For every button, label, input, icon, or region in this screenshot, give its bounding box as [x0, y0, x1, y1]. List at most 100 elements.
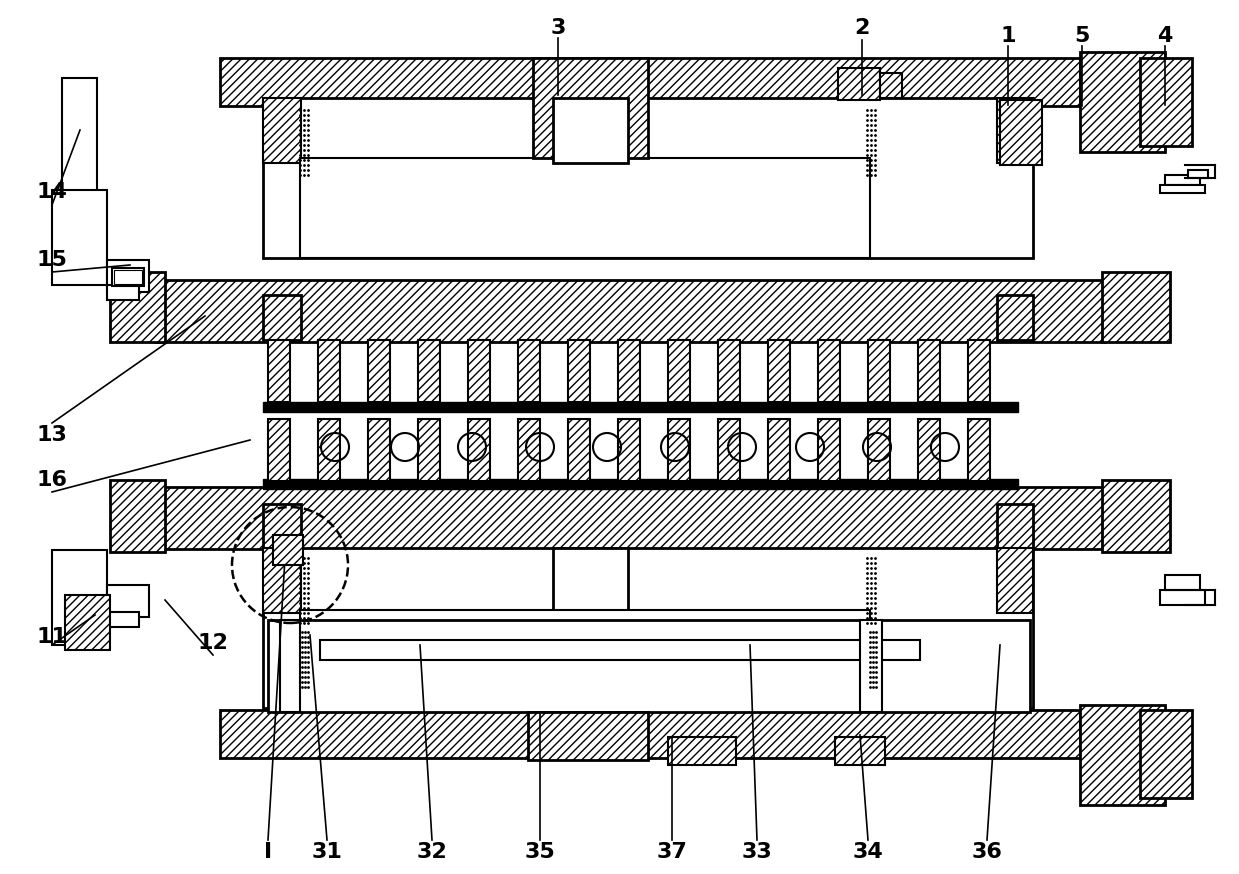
- Bar: [835, 737, 885, 765]
- Bar: [567, 419, 590, 481]
- Bar: [110, 480, 165, 552]
- Bar: [518, 340, 540, 402]
- Bar: [155, 280, 1105, 342]
- Text: 4: 4: [1157, 26, 1172, 46]
- Bar: [107, 285, 139, 300]
- Text: 37: 37: [657, 842, 688, 862]
- Bar: [263, 98, 1033, 258]
- Bar: [717, 340, 740, 402]
- Bar: [300, 158, 870, 258]
- Bar: [368, 340, 390, 402]
- Bar: [1080, 705, 1165, 805]
- Bar: [468, 340, 489, 402]
- Bar: [221, 710, 1080, 758]
- Bar: [997, 548, 1033, 613]
- Text: 11: 11: [36, 627, 67, 647]
- Bar: [918, 419, 940, 481]
- Bar: [263, 548, 1033, 708]
- Bar: [1140, 710, 1192, 798]
- Bar: [968, 340, 990, 402]
- Bar: [263, 548, 301, 613]
- Bar: [1165, 175, 1201, 185]
- Bar: [997, 295, 1033, 340]
- Bar: [263, 295, 301, 340]
- Bar: [717, 419, 740, 481]
- Bar: [107, 612, 139, 627]
- Text: 35: 35: [524, 842, 555, 862]
- Bar: [155, 487, 1105, 549]
- Bar: [668, 737, 736, 765]
- Bar: [52, 550, 107, 645]
- Text: 14: 14: [37, 182, 67, 202]
- Bar: [263, 98, 301, 163]
- Bar: [997, 504, 1033, 549]
- Bar: [62, 78, 97, 278]
- Bar: [1165, 575, 1201, 595]
- Bar: [268, 620, 1030, 712]
- Bar: [107, 260, 149, 292]
- Bar: [1101, 480, 1170, 552]
- Bar: [880, 73, 902, 98]
- Text: 36: 36: [971, 842, 1002, 862]
- Bar: [1101, 272, 1170, 342]
- Bar: [468, 419, 489, 481]
- Text: 3: 3: [550, 18, 566, 38]
- Bar: [107, 585, 149, 617]
- Bar: [1160, 590, 1206, 605]
- Bar: [918, 340, 940, 402]
- Bar: [1140, 58, 1192, 146]
- Bar: [1188, 170, 1208, 178]
- Text: 1: 1: [1000, 26, 1016, 46]
- Bar: [273, 535, 304, 565]
- Bar: [968, 419, 990, 481]
- Text: 16: 16: [36, 470, 67, 490]
- Bar: [263, 504, 301, 549]
- Bar: [618, 340, 641, 402]
- Bar: [114, 270, 142, 284]
- Bar: [768, 340, 790, 402]
- Bar: [533, 658, 648, 708]
- Bar: [418, 419, 440, 481]
- Bar: [318, 340, 339, 402]
- Text: 12: 12: [197, 633, 228, 653]
- Bar: [818, 419, 840, 481]
- Bar: [300, 610, 870, 708]
- Bar: [860, 620, 882, 712]
- Text: 2: 2: [855, 18, 870, 38]
- Bar: [668, 340, 690, 402]
- Bar: [268, 340, 290, 402]
- Bar: [553, 548, 628, 658]
- Text: 33: 33: [742, 842, 772, 862]
- Bar: [768, 419, 790, 481]
- Bar: [318, 419, 339, 481]
- Bar: [818, 340, 840, 402]
- Bar: [64, 595, 110, 650]
- Bar: [668, 419, 690, 481]
- Text: I: I: [264, 842, 273, 862]
- Text: 34: 34: [852, 842, 883, 862]
- Bar: [52, 190, 107, 285]
- Bar: [1160, 185, 1206, 193]
- Bar: [533, 58, 648, 158]
- Bar: [418, 340, 440, 402]
- Text: 31: 31: [311, 842, 342, 862]
- Bar: [112, 268, 144, 286]
- Bar: [1080, 52, 1165, 152]
- Bar: [1000, 100, 1042, 165]
- Bar: [618, 419, 641, 481]
- Bar: [368, 419, 390, 481]
- Bar: [320, 640, 921, 660]
- Bar: [567, 340, 590, 402]
- Text: 5: 5: [1074, 26, 1089, 46]
- Bar: [997, 98, 1033, 163]
- Text: 15: 15: [37, 250, 67, 270]
- Bar: [518, 419, 540, 481]
- Bar: [528, 712, 648, 760]
- Bar: [838, 68, 880, 100]
- Bar: [869, 340, 890, 402]
- Bar: [869, 419, 890, 481]
- Bar: [280, 620, 300, 712]
- Bar: [268, 419, 290, 481]
- Bar: [263, 479, 1018, 489]
- Bar: [110, 272, 165, 342]
